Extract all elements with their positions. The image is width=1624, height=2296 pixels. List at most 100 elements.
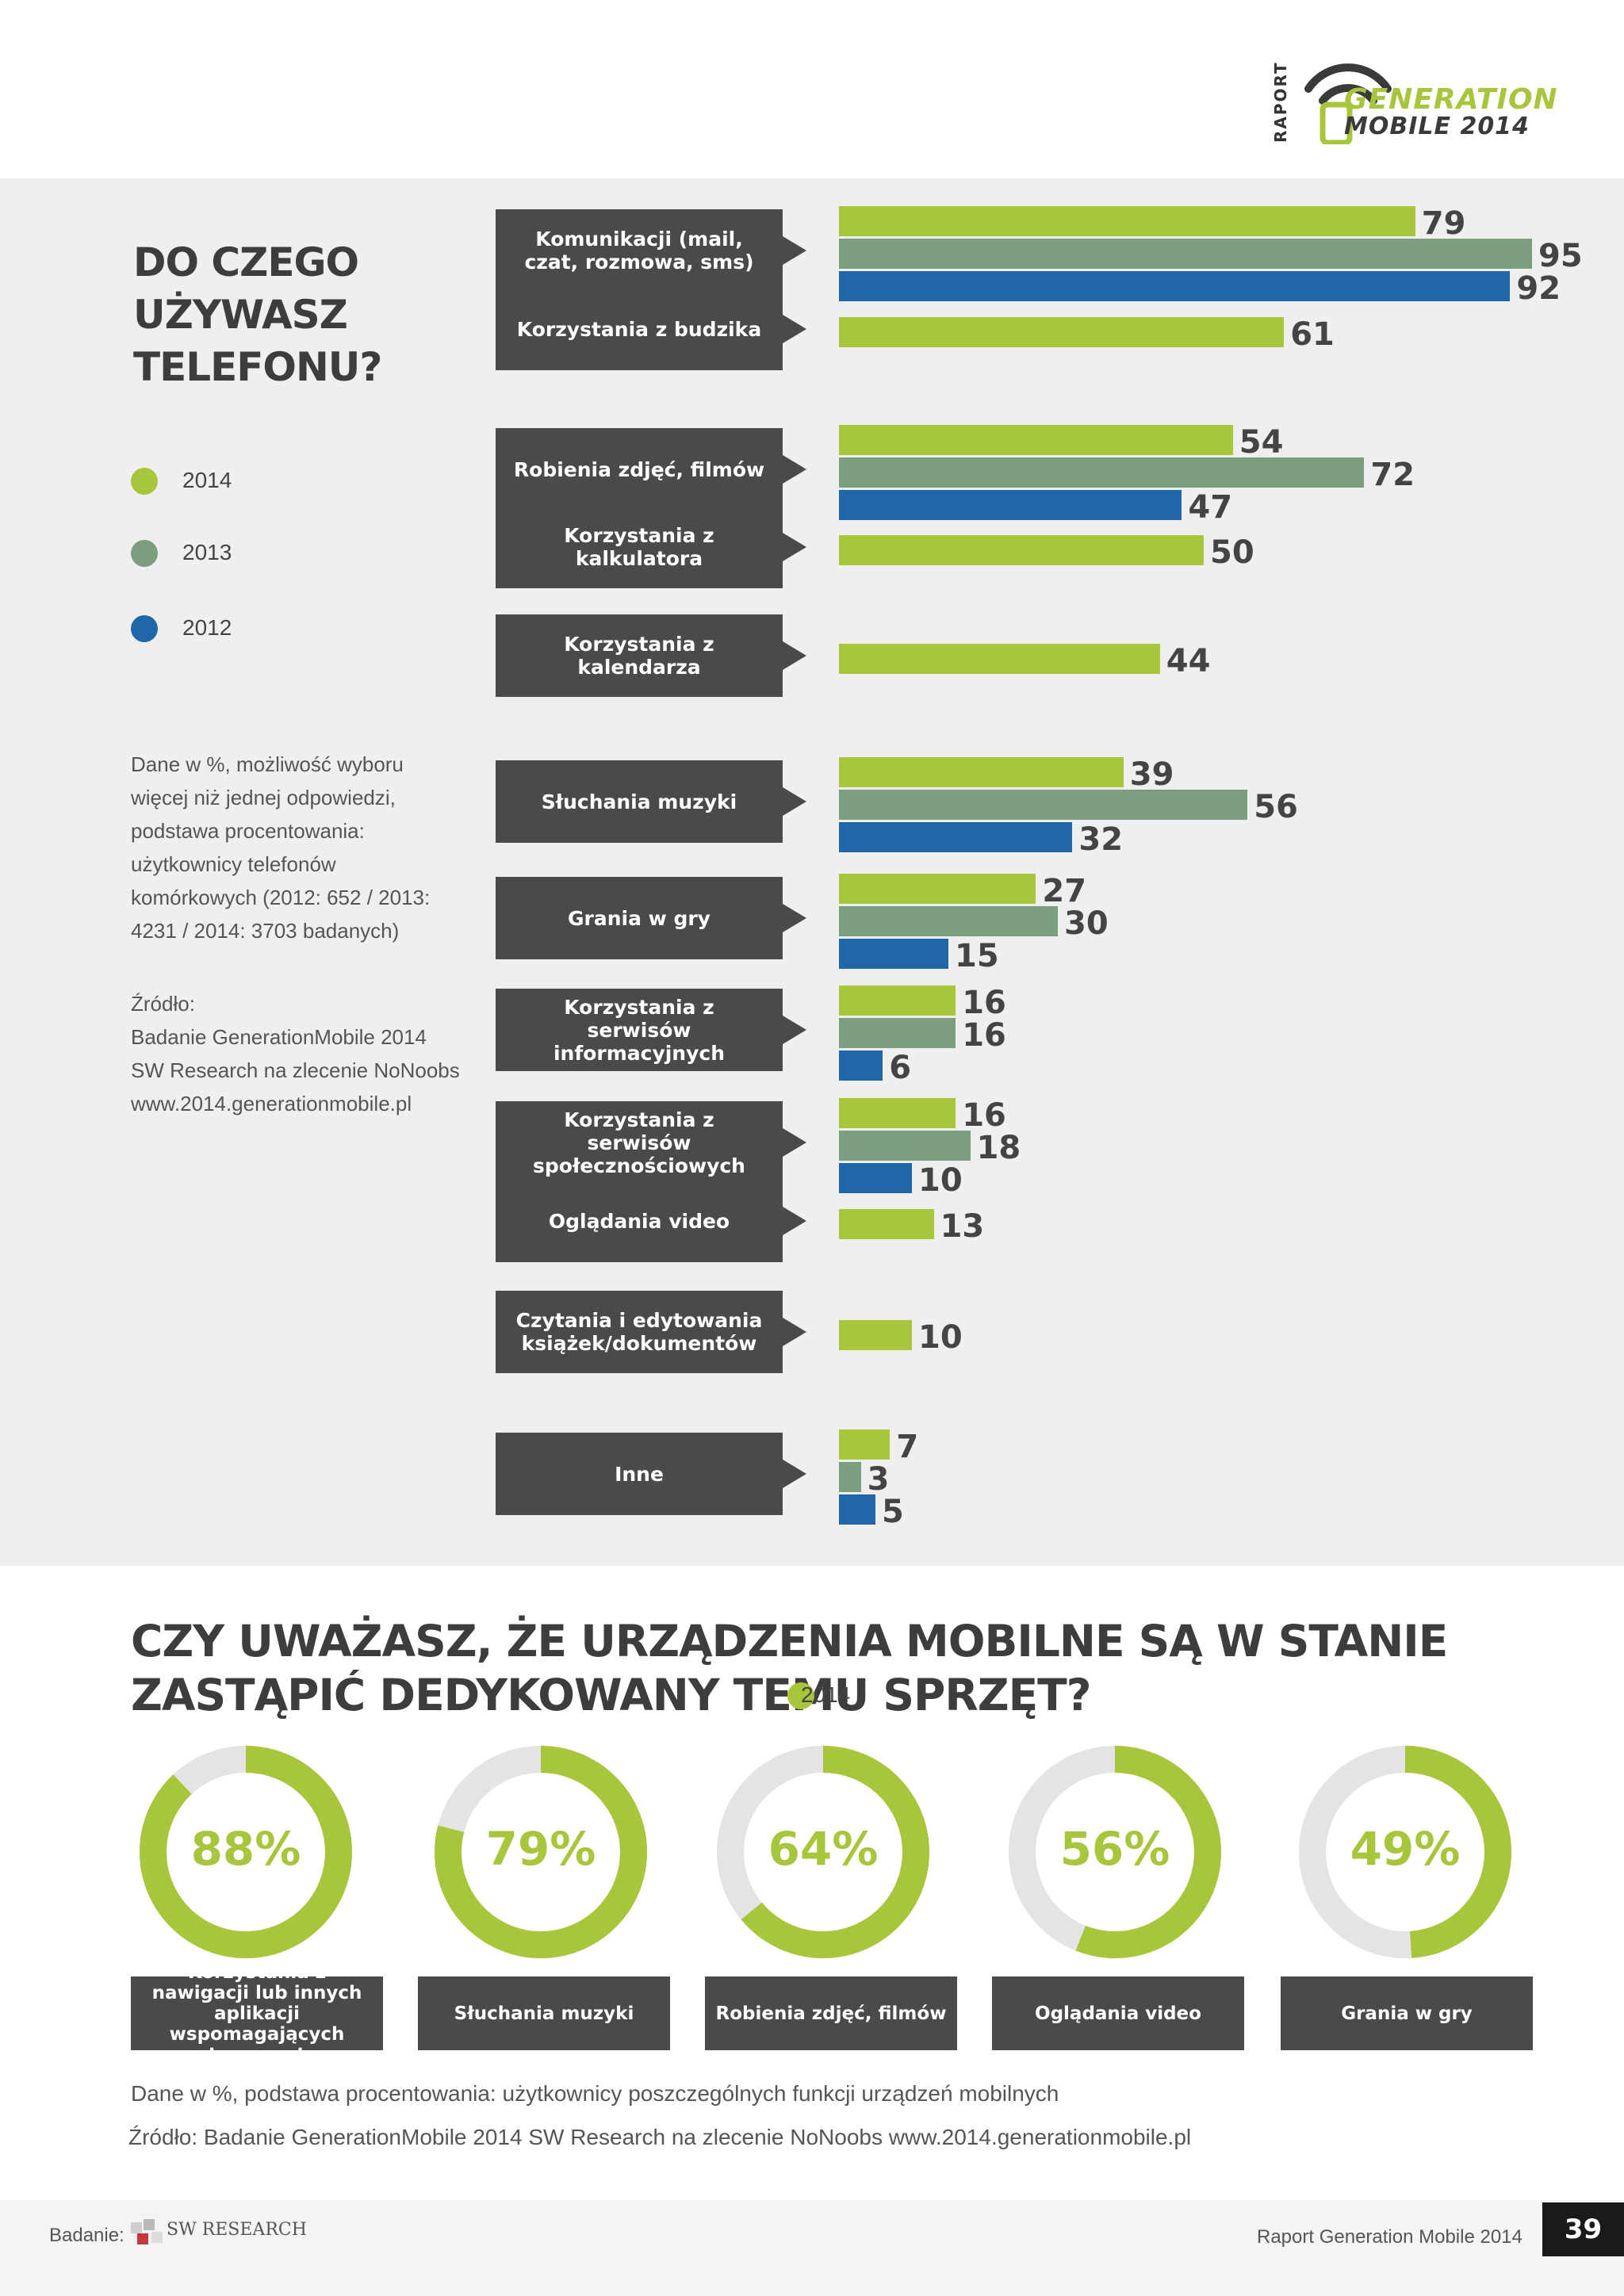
category-arrow-muzyka — [783, 787, 806, 816]
bar-value-ksiazki-2014: 10 — [918, 1319, 963, 1356]
question1-source-line2: SW Research na zlecenie NoNoobs — [131, 1058, 460, 1082]
category-arrow-inne — [783, 1460, 806, 1488]
wifi-signal-icon — [1304, 63, 1392, 144]
donut-label-video: Oglądania video — [992, 1976, 1244, 2050]
bar-komunikacja-2012 — [839, 271, 1511, 301]
legend-dot-2014 — [131, 468, 158, 495]
donut-label-nawigacja: Korzystania z nawigacji lub innych aplik… — [131, 1962, 383, 2065]
bar-chart: Komunikacji (mail, czat, rozmowa, sms) 79… — [496, 205, 1583, 1530]
bar-value-zdjecia-2014: 54 — [1239, 424, 1284, 461]
sw-research-logo-text: SW RESEARCH — [167, 2220, 307, 2240]
bar-value-serwisy-spolecznosciowe-2012: 10 — [918, 1162, 963, 1199]
bar-gry-2014 — [839, 874, 1036, 904]
bar-zdjecia-2012 — [839, 490, 1182, 520]
donut-slice-nawigacja — [140, 1746, 352, 1958]
bar-value-muzyka-2012: 32 — [1078, 821, 1124, 858]
bar-value-inne-2012: 5 — [882, 1494, 904, 1530]
category-arrow-komunikacja — [783, 236, 806, 265]
bar-serwisy-informacyjne-2013 — [839, 1018, 956, 1048]
category-arrow-ksiazki — [783, 1318, 806, 1346]
legend-label-2012: 2012 — [182, 615, 232, 640]
legend-label-2014: 2014 — [182, 468, 232, 492]
bar-value-serwisy-informacyjne-2012: 6 — [889, 1050, 912, 1086]
bar-value-muzyka-2013: 56 — [1254, 789, 1298, 825]
bar-value-zdjecia-2013: 72 — [1370, 457, 1415, 493]
question2-note: Dane w %, podstawa procentowania: użytko… — [131, 2081, 1059, 2106]
bar-komunikacja-2013 — [839, 239, 1532, 269]
question1-source-line1: Badanie GenerationMobile 2014 — [131, 1025, 427, 1049]
legend-dot-2013 — [131, 540, 158, 567]
footer-report-name: Raport Generation Mobile 2014 — [1257, 2226, 1522, 2248]
bar-value-inne-2014: 7 — [896, 1429, 919, 1465]
category-arrow-video — [783, 1207, 806, 1235]
bar-inne-2012 — [839, 1494, 875, 1525]
bar-value-komunikacja-2014: 79 — [1421, 205, 1466, 242]
bar-video-2014 — [839, 1209, 934, 1239]
donut-label-muzyka: Słuchania muzyki — [418, 1976, 670, 2050]
category-label-ksiazki: Czytania i edytowania książek/dokumentów — [496, 1291, 783, 1373]
donut-slice-zdjecia — [717, 1746, 929, 1958]
question2-title: CZY UWAŻASZ, ŻE URZĄDZENIA MOBILNE SĄ W … — [131, 1616, 1448, 1720]
bar-value-budzik-2014: 61 — [1290, 316, 1335, 353]
legend-label-2014-q2: 2014 — [801, 1682, 851, 1707]
donut-percent-nawigacja: 88% — [190, 1822, 301, 1876]
logo-generation-text: GENERATION — [1344, 83, 1558, 116]
question1-source-label: Źródło: — [131, 992, 195, 1016]
category-label-serwisy-informacyjne: Korzystania z serwisów informacyjnych — [496, 989, 783, 1071]
donut-muzyka — [435, 1746, 647, 1958]
category-label-komunikacja: Komunikacji (mail, czat, rozmowa, sms) — [496, 209, 783, 292]
category-label-serwisy-spolecznosciowe: Korzystania z serwisów społecznościowych — [496, 1101, 783, 1184]
donut-label-gry: Grania w gry — [1281, 1976, 1533, 2050]
category-arrow-zdjecia — [783, 455, 806, 484]
bar-inne-2013 — [839, 1462, 861, 1492]
page-number: 39 — [1542, 2202, 1624, 2256]
donut-percent-gry: 49% — [1350, 1822, 1461, 1876]
bar-muzyka-2013 — [839, 790, 1248, 820]
bar-value-inne-2013: 3 — [867, 1461, 890, 1498]
donut-label-zdjecia: Robienia zdjęć, filmów — [705, 1976, 957, 2050]
bar-kalkulator-2014 — [839, 535, 1204, 565]
bar-value-serwisy-spolecznosciowe-2014: 16 — [962, 1097, 1006, 1134]
bar-value-gry-2012: 15 — [955, 938, 999, 974]
category-label-zdjecia: Robienia zdjęć, filmów — [496, 428, 783, 511]
bar-gry-2012 — [839, 939, 948, 969]
bar-serwisy-informacyjne-2014 — [839, 985, 956, 1016]
donut-slice-gry — [1299, 1746, 1511, 1958]
category-arrow-serwisy-informacyjne — [783, 1016, 806, 1044]
category-label-gry: Grania w gry — [496, 877, 783, 959]
category-arrow-kalkulator — [783, 533, 806, 561]
question2-source: Źródło: Badanie GenerationMobile 2014 SW… — [128, 2125, 1192, 2149]
donut-slice-video — [1009, 1746, 1221, 1958]
bar-inne-2014 — [839, 1429, 891, 1460]
donut-chart: 88% Korzystania z nawigacji lub innych ap… — [131, 1746, 1533, 2065]
legend-dot-2012 — [131, 615, 158, 642]
category-label-muzyka: Słuchania muzyki — [496, 760, 783, 843]
bar-value-muzyka-2014: 39 — [1129, 756, 1174, 793]
legend-dot-2014-q2 — [787, 1682, 814, 1709]
bar-budzik-2014 — [839, 317, 1285, 347]
question1-title: DO CZEGO UŻYWASZ TELEFONU? — [133, 239, 382, 390]
bar-value-zdjecia-2012: 47 — [1188, 489, 1233, 526]
donut-nawigacja — [140, 1746, 352, 1958]
logo-mobile-text: MOBILE 2014 — [1344, 113, 1530, 140]
question1-note: Dane w %, możliwość wyboru więcej niż je… — [131, 752, 431, 943]
donut-percent-muzyka: 79% — [485, 1822, 596, 1876]
category-label-budzik: Korzystania z budzika — [496, 288, 783, 370]
bar-value-gry-2013: 30 — [1064, 905, 1109, 942]
bar-value-serwisy-informacyjne-2014: 16 — [962, 985, 1006, 1021]
bar-serwisy-spolecznosciowe-2013 — [839, 1131, 971, 1161]
category-label-inne: Inne — [496, 1433, 783, 1515]
bar-gry-2013 — [839, 906, 1058, 936]
category-label-kalendarz: Korzystania z kalendarza — [496, 614, 783, 697]
bar-ksiazki-2014 — [839, 1320, 912, 1350]
bar-muzyka-2014 — [839, 757, 1124, 787]
chart-section-replacement — [0, 1566, 1624, 2200]
page-footer — [0, 2200, 1624, 2296]
donut-zdjecia — [717, 1746, 929, 1958]
category-arrow-serwisy-spolecznosciowe — [783, 1128, 806, 1157]
donut-slice-muzyka — [435, 1746, 647, 1958]
donut-video — [1009, 1746, 1221, 1958]
category-label-kalkulator: Korzystania z kalkulatora — [496, 506, 783, 588]
category-arrow-gry — [783, 904, 806, 932]
question1-source-line3: www.2014.generationmobile.pl — [131, 1092, 412, 1115]
